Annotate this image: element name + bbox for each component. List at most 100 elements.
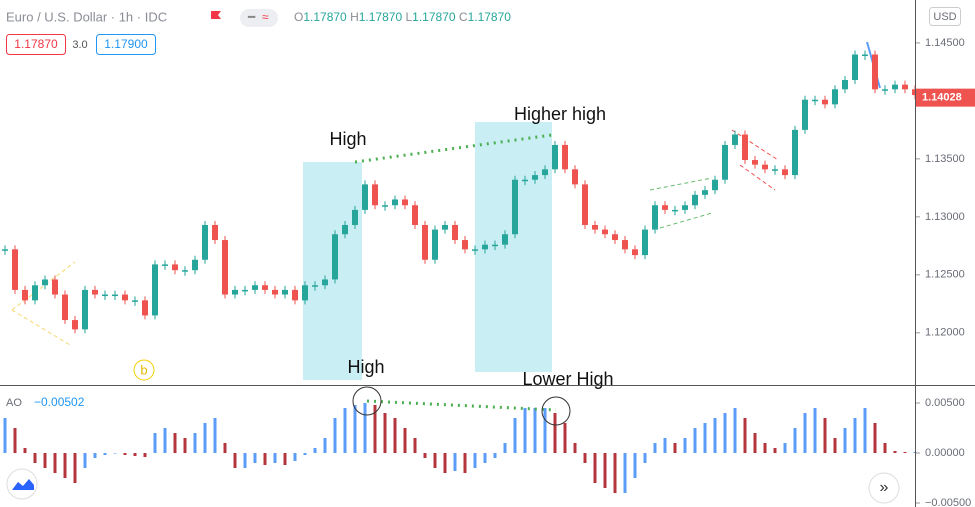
logo-button[interactable] — [6, 468, 38, 500]
candle — [692, 194, 698, 206]
candle — [622, 240, 628, 250]
pattern-line — [659, 212, 713, 229]
candle — [902, 84, 908, 90]
candle — [62, 294, 68, 321]
candle — [752, 160, 758, 165]
currency-button[interactable] — [929, 7, 961, 26]
candle — [32, 285, 38, 301]
annotation: Lower High — [522, 369, 613, 389]
ao-bar — [343, 408, 347, 453]
ao-bar — [173, 433, 177, 453]
ao-bar — [863, 408, 867, 453]
ao-bar — [523, 408, 527, 453]
candle — [482, 244, 488, 250]
ao-bar — [53, 453, 57, 473]
candle — [612, 234, 618, 241]
candle — [672, 209, 678, 212]
pattern-line — [649, 177, 713, 191]
sell-button[interactable] — [6, 34, 66, 55]
ohlc: O1.17870 H1.17870 L1.17870 C1.17870 — [294, 10, 511, 24]
ao-bar — [703, 423, 707, 453]
candle — [362, 184, 368, 210]
candle — [122, 294, 128, 301]
ao-bar — [243, 453, 247, 468]
ao-bar — [613, 453, 617, 493]
ao-bar — [183, 438, 187, 453]
ao-bar — [653, 443, 657, 453]
candle — [92, 289, 98, 295]
ao-bar — [623, 453, 627, 493]
spread: 3.0 — [72, 39, 87, 51]
ao-bar — [563, 423, 567, 453]
ao-bar — [383, 413, 387, 453]
ao-bar — [443, 453, 447, 473]
ohlc-key: C — [459, 10, 468, 24]
ao-bar — [283, 453, 287, 465]
ohlc-key: O — [294, 10, 303, 24]
ao-bar — [803, 413, 807, 453]
ao-bar — [743, 418, 747, 453]
buy-button[interactable] — [96, 34, 156, 55]
ao-bar — [853, 418, 857, 453]
scroll-button[interactable] — [868, 472, 900, 504]
candle — [202, 224, 208, 260]
ao-bar — [393, 418, 397, 453]
ao-bar — [233, 453, 237, 468]
ao-bar — [363, 403, 367, 453]
candle — [492, 244, 498, 247]
toggle-icon: ≈ — [262, 10, 269, 24]
ao-bar — [373, 405, 377, 453]
ao-bar — [663, 438, 667, 453]
flag-icon — [211, 11, 221, 19]
candle — [2, 249, 8, 251]
candle — [542, 169, 548, 176]
candle — [892, 84, 898, 90]
candle — [792, 129, 798, 176]
ao-bar — [503, 443, 507, 453]
price-tag — [916, 88, 975, 107]
candle — [642, 229, 648, 256]
candle — [142, 300, 148, 316]
ao-bar — [353, 405, 357, 453]
candle — [312, 285, 318, 287]
candle — [832, 89, 838, 105]
candle — [152, 264, 158, 316]
divergence-line — [354, 133, 553, 164]
candle — [12, 249, 18, 290]
ao-bar — [193, 433, 197, 453]
ohlc-value: 1.17870 — [303, 10, 347, 24]
candle — [572, 169, 578, 185]
ohlc-value: 1.17870 — [359, 10, 403, 24]
y-tick-label: −0.00500 — [925, 497, 971, 507]
ao-bar — [593, 453, 597, 483]
candle — [822, 99, 828, 105]
indicator-name: AO — [6, 397, 22, 409]
ao-bar — [303, 453, 307, 455]
pattern-line — [11, 261, 76, 311]
candle — [212, 224, 218, 241]
ohlc-key: H — [350, 10, 359, 24]
candle — [702, 190, 708, 195]
candle — [562, 144, 568, 170]
candle — [652, 205, 658, 230]
ao-bar — [513, 418, 517, 453]
ao-bar — [153, 433, 157, 453]
pattern-line — [731, 129, 779, 161]
ao-bar — [573, 443, 577, 453]
candle — [162, 264, 168, 266]
candle — [232, 289, 238, 295]
toggle[interactable] — [240, 9, 278, 27]
candle — [782, 169, 788, 176]
ao-bar — [713, 418, 717, 453]
candle — [322, 279, 328, 286]
ao-bar — [113, 453, 117, 454]
candle — [522, 179, 528, 182]
ao-bar — [43, 453, 47, 468]
ao-bar — [533, 408, 537, 453]
indicator-value: −0.00502 — [34, 395, 85, 409]
candle — [282, 289, 288, 295]
candle — [42, 279, 48, 286]
candle — [862, 54, 868, 57]
